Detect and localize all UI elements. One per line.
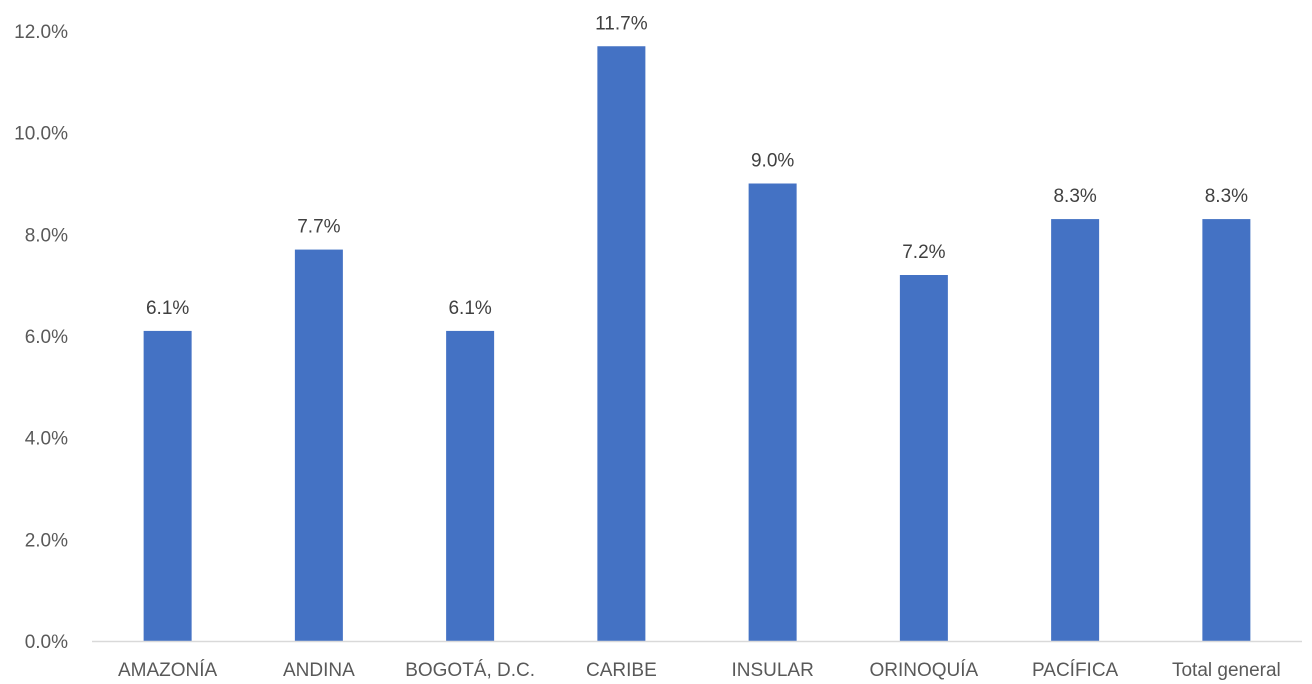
data-label: 6.1% (146, 298, 189, 319)
data-label: 7.7% (297, 217, 340, 238)
bar (446, 330, 495, 641)
data-label: 6.1% (448, 298, 491, 319)
x-tick-label: INSULAR (731, 660, 813, 681)
bar (143, 330, 192, 641)
x-tick-label: ORINOQUÍA (870, 660, 979, 681)
data-label: 9.0% (751, 151, 794, 172)
x-tick-label: PACÍFICA (1032, 660, 1119, 681)
y-tick-label: 2.0% (25, 530, 68, 551)
bar-series (143, 46, 1251, 642)
x-tick-label: BOGOTÁ, D.C. (405, 660, 535, 681)
y-tick-label: 4.0% (25, 429, 68, 450)
x-tick-label: ANDINA (283, 660, 355, 681)
bar (294, 249, 343, 642)
data-label: 8.3% (1205, 186, 1248, 207)
y-tick-label: 6.0% (25, 327, 68, 348)
data-label: 8.3% (1053, 186, 1096, 207)
y-axis-ticks: 0.0% 2.0% 4.0% 6.0% 8.0% 10.0% 12.0% (14, 22, 68, 653)
data-label: 7.2% (902, 242, 945, 263)
x-tick-label: Total general (1172, 660, 1281, 681)
data-labels: 6.1% 7.7% 6.1% 11.7% 9.0% 7.2% 8.3% 8.3% (146, 13, 1248, 319)
x-tick-label: AMAZONÍA (118, 660, 218, 681)
data-label: 11.7% (595, 13, 648, 34)
bar (1202, 219, 1251, 642)
x-axis-labels: AMAZONÍA ANDINA BOGOTÁ, D.C. CARIBE INSULAR O… (118, 660, 1281, 681)
y-tick-label: 8.0% (25, 225, 68, 246)
y-tick-label: 0.0% (25, 632, 68, 653)
x-tick-label: CARIBE (586, 660, 657, 681)
y-tick-label: 12.0% (14, 22, 68, 43)
bar (899, 275, 948, 641)
bar (597, 46, 646, 641)
bar (748, 183, 797, 641)
y-tick-label: 10.0% (14, 124, 68, 145)
bar (1051, 219, 1100, 642)
